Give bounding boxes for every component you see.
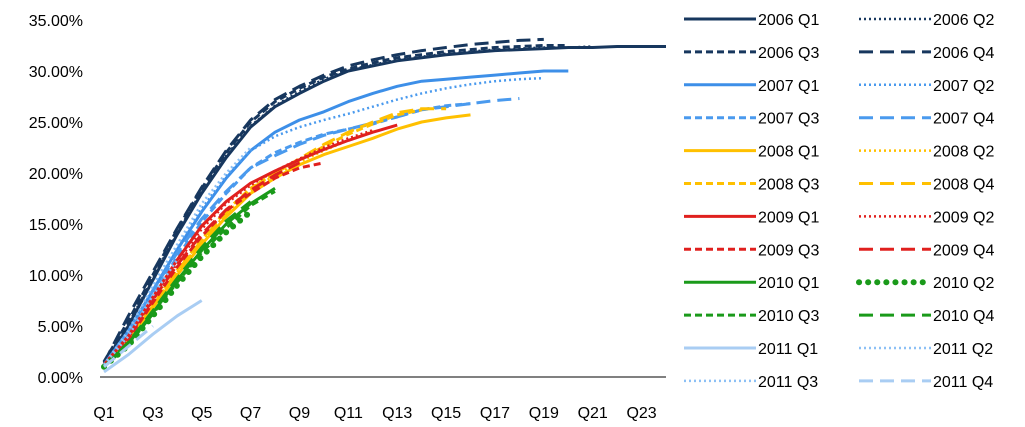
legend: 2006 Q1 2006 Q2 2006 Q3 2006 Q4 2007 Q1 2007 … [684,12,994,391]
y-tick-label: 35.00% [29,13,83,30]
series-line-2011-q2 [102,146,252,366]
x-axis-tick-labels: Q1 Q3 Q5 Q7 Q9 Q11 Q13 Q15 Q17 Q19 Q21 Q23 [93,405,656,422]
legend-label-2006-q3: 2006 Q3 [758,45,819,62]
y-tick-label: 20.00% [29,166,83,183]
legend-label-2011-q4: 2011 Q4 [933,374,993,391]
series-line-2006-q1 [102,45,666,366]
legend-label-2011-q1: 2011 Q1 [758,341,818,358]
y-tick-label: 30.00% [29,64,83,81]
series-line-2007-q4 [102,97,520,366]
x-tick-label: Q5 [191,405,212,422]
legend-label-2009-q3: 2009 Q3 [758,242,819,259]
legend-label-2006-q4: 2006 Q4 [933,45,994,62]
legend-label-2007-q4: 2007 Q4 [933,111,994,128]
legend-label-2011-q2: 2011 Q2 [933,341,993,358]
series-line-2007-q1 [102,69,569,366]
legend-label-2009-q4: 2009 Q4 [933,242,994,259]
series-line-2011-q4 [103,324,154,368]
x-tick-label: Q19 [529,405,559,422]
legend-label-2010-q3: 2010 Q3 [758,308,819,325]
legend-label-2010-q2: 2010 Q2 [933,275,994,292]
legend-label-2008-q3: 2008 Q3 [758,177,819,194]
legend-label-2008-q2: 2008 Q2 [933,144,994,161]
x-tick-label: Q15 [431,405,461,422]
legend-label-2008-q1: 2008 Q1 [758,144,819,161]
legend-label-2010-q1: 2010 Q1 [758,275,819,292]
series-line-2011-q1 [103,299,203,374]
legend-label-2009-q2: 2009 Q2 [933,209,994,226]
legend-label-2006-q2: 2006 Q2 [933,12,994,29]
x-tick-label: Q17 [480,405,510,422]
y-tick-label: 15.00% [29,217,83,234]
series-lines [101,37,666,374]
series-line-2010-q3 [102,190,276,368]
series-line-2010-q2 [101,208,254,370]
y-tick-label: 25.00% [29,115,83,132]
y-tick-label: 0.00% [38,370,83,387]
x-tick-label: Q9 [289,405,310,422]
series-line-2008-q3 [102,108,423,368]
series-line-2007-q2 [102,76,544,366]
series-line-2008-q4 [102,107,447,368]
series-line-2009-q1 [102,123,398,366]
series-line-2006-q2 [102,45,593,365]
y-tick-label: 5.00% [38,319,83,336]
series-line-2006-q3 [102,44,569,363]
y-axis-tick-labels: 0.00% 5.00% 10.00% 15.00% 20.00% 25.00% 30.00%… [29,13,83,387]
legend-label-2011-q3: 2011 Q3 [758,374,818,391]
x-tick-label: Q11 [334,405,363,422]
legend-label-2007-q2: 2007 Q2 [933,78,994,95]
legend-label-2008-q4: 2008 Q4 [933,177,994,194]
series-line-2007-q3 [102,102,471,366]
x-tick-label: Q3 [142,405,163,422]
y-tick-label: 10.00% [29,268,83,285]
x-tick-label: Q13 [382,405,412,422]
series-line-2010-q4 [102,200,252,368]
x-tick-label: Q21 [578,405,608,422]
legend-label-2007-q1: 2007 Q1 [758,78,819,95]
legend-label-2007-q3: 2007 Q3 [758,111,819,128]
x-tick-label: Q7 [240,405,261,422]
series-line-2006-q4 [102,37,544,364]
series-line-2009-q2 [103,129,374,366]
legend-label-2010-q4: 2010 Q4 [933,308,994,325]
x-tick-label: Q23 [626,405,656,422]
x-tick-label: Q1 [93,405,114,422]
series-line-2011-q3 [103,258,179,366]
legend-label-2009-q1: 2009 Q1 [758,209,819,226]
series-line-2009-q4 [102,161,301,366]
legend-label-2006-q1: 2006 Q1 [758,12,819,29]
